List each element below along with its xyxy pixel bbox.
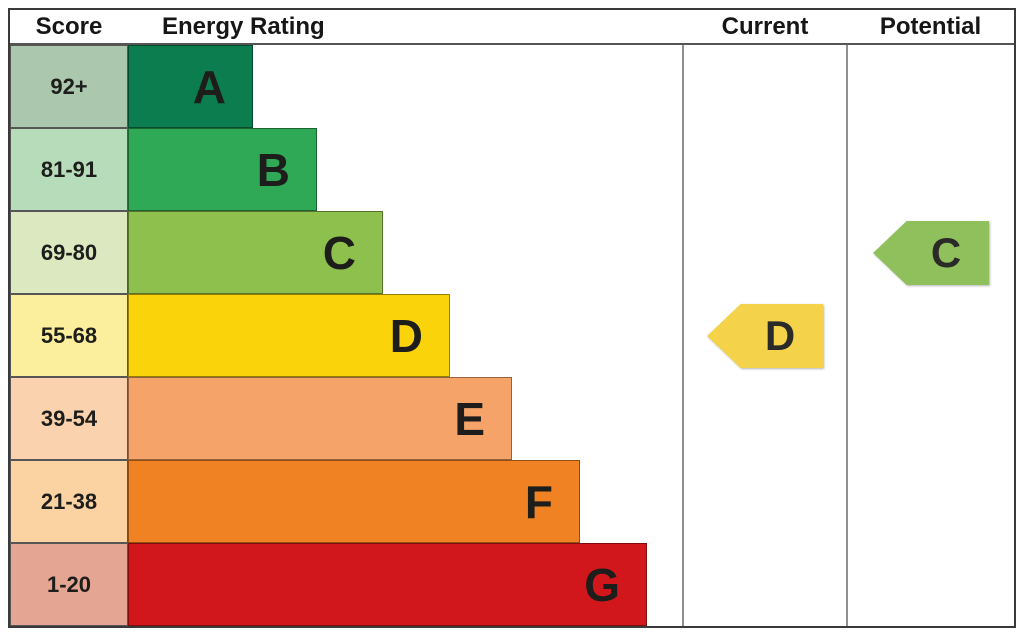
score-range-cell-a: 92+: [10, 45, 128, 128]
score-range-cell-c: 69-80: [10, 211, 128, 294]
rating-bar-e: E: [128, 377, 512, 460]
score-range-cell-e: 39-54: [10, 377, 128, 460]
score-range-cell-f: 21-38: [10, 460, 128, 543]
rating-bar-d: D: [128, 294, 450, 377]
current-column-divider: [682, 10, 684, 626]
potential-rating-letter: C: [873, 221, 989, 285]
score-range-cell-d: 55-68: [10, 294, 128, 377]
score-range-cell-g: 1-20: [10, 543, 128, 626]
energy-rating-chart: Score Energy Rating Current Potential 92…: [8, 8, 1016, 628]
rating-bar-c: C: [128, 211, 383, 294]
rating-bar-b: B: [128, 128, 317, 211]
header-score: Score: [35, 12, 103, 40]
header-row: Score Energy Rating Current Potential: [10, 10, 1014, 45]
current-rating-letter: D: [707, 304, 823, 368]
potential-column-divider: [846, 10, 848, 626]
score-range-cell-b: 81-91: [10, 128, 128, 211]
rating-bar-g: G: [128, 543, 647, 626]
potential-rating-arrow: C: [873, 221, 989, 285]
header-current: Current: [721, 12, 809, 40]
current-rating-arrow: D: [707, 304, 823, 368]
header-energy-rating: Energy Rating: [162, 12, 325, 40]
header-potential: Potential: [879, 12, 982, 40]
chart-inner: Score Energy Rating Current Potential 92…: [10, 10, 1014, 626]
rating-bar-a: A: [128, 45, 253, 128]
rating-bar-f: F: [128, 460, 580, 543]
